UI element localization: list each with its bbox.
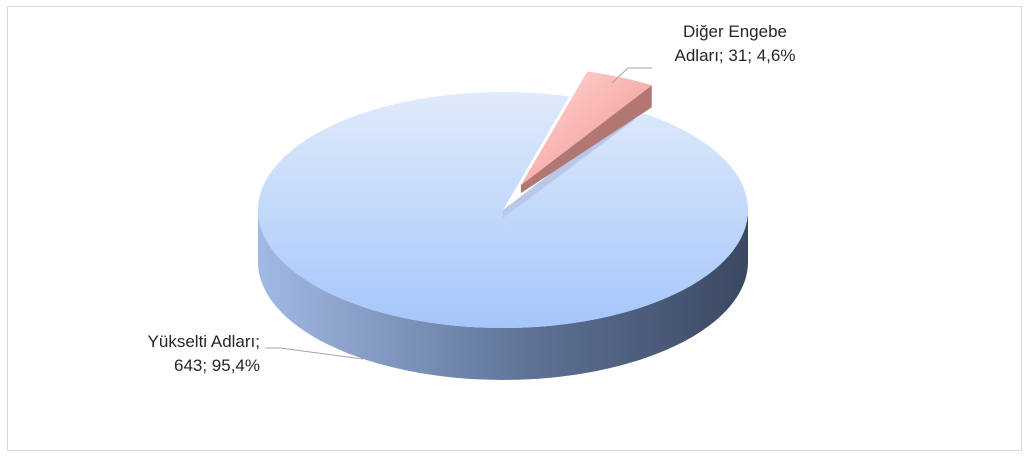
slice-side-diger — [520, 85, 652, 194]
leader-line-large — [265, 347, 364, 360]
data-label-large-line1: Yükselti Adları; — [147, 332, 260, 351]
data-label-large: Yükselti Adları; 643; 95,4% — [90, 330, 260, 378]
data-label-small-line2: Adları; 31; 4,6% — [674, 46, 796, 65]
slice-side-yukselti — [258, 210, 748, 380]
leader-line-small — [611, 67, 652, 84]
data-label-small-line1: Diğer Engebe — [683, 22, 787, 41]
slice-diger — [520, 71, 652, 186]
data-label-large-line2: 643; 95,4% — [173, 356, 260, 375]
data-label-small: Diğer Engebe Adları; 31; 4,6% — [650, 20, 820, 68]
